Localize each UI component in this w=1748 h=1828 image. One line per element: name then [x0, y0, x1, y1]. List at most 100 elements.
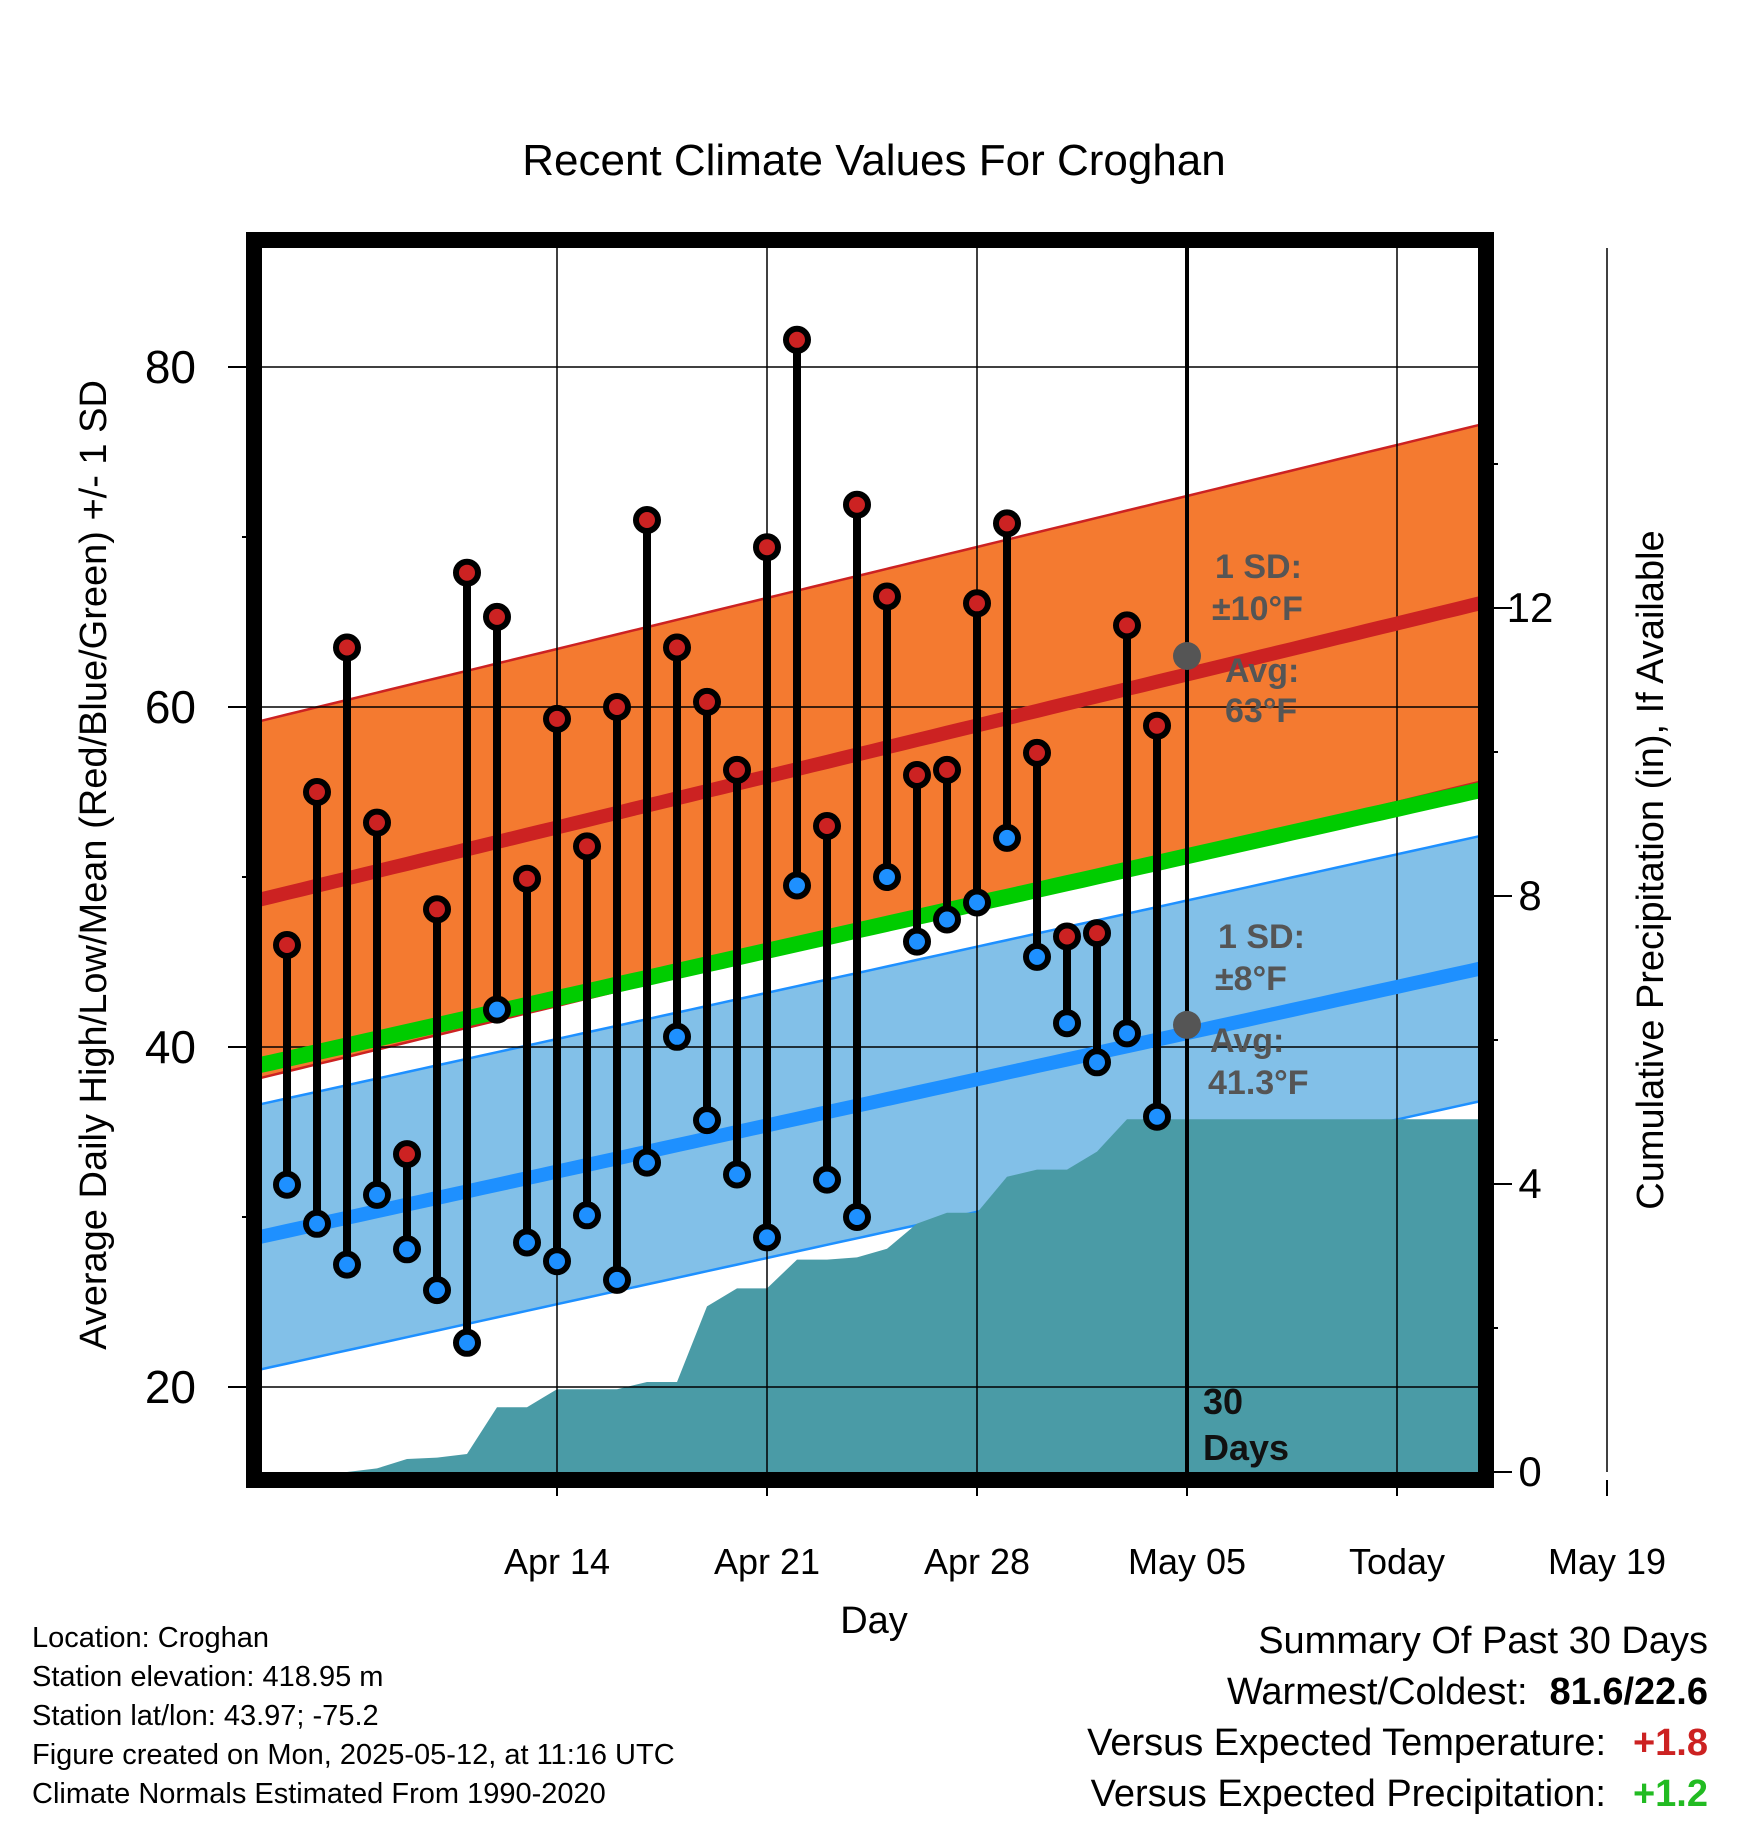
high-point	[1083, 919, 1111, 948]
days-label-word: Days	[1203, 1427, 1289, 1468]
x-tick-label: Apr 14	[504, 1541, 610, 1582]
summary-temp-label: Versus Expected Temperature:	[1087, 1722, 1606, 1764]
x-tick-label: Apr 21	[714, 1541, 820, 1582]
plot-border	[246, 232, 1494, 1488]
high-point	[1023, 738, 1051, 767]
low-point	[663, 1022, 691, 1051]
high-point	[723, 755, 751, 784]
summary-warm-cold-label: Warmest/Coldest:	[1226, 1671, 1528, 1713]
low-point	[573, 1201, 601, 1230]
y-left-tick-label: 40	[145, 1021, 196, 1073]
high-point	[783, 325, 811, 354]
low-avg-value: 41.3°F	[1208, 1064, 1309, 1102]
x-axis-title: Day	[840, 1600, 908, 1642]
high-point	[603, 693, 631, 721]
low-point	[753, 1223, 781, 1252]
high-sd-label: 1 SD:	[1215, 548, 1302, 586]
high-avg-value: 63°F	[1225, 692, 1297, 730]
low-point	[873, 863, 901, 891]
x-tick-label: May 05	[1128, 1541, 1246, 1582]
precipitation-area	[262, 1119, 1478, 1472]
high-point	[963, 589, 991, 618]
summary-temp: Versus Expected Temperature: +1.8	[1087, 1722, 1708, 1765]
high-avg-label: Avg:	[1225, 652, 1299, 690]
summary-warm-cold-value: 81.6/22.6	[1549, 1671, 1708, 1713]
low-point	[603, 1265, 631, 1294]
info-elevation: Station elevation: 418.95 m	[32, 1661, 384, 1693]
low-avg-label: Avg:	[1210, 1022, 1284, 1060]
info-created: Figure created on Mon, 2025-05-12, at 11…	[32, 1739, 675, 1771]
low-point	[843, 1203, 871, 1231]
low-point	[543, 1247, 571, 1276]
summary-precip-label: Versus Expected Precipitation:	[1090, 1773, 1606, 1815]
low-point	[1083, 1048, 1111, 1077]
high-point	[573, 832, 601, 861]
high-point	[1053, 922, 1081, 951]
high-point	[273, 931, 301, 959]
x-tick-label: Apr 28	[924, 1541, 1030, 1582]
low-point	[1023, 942, 1051, 971]
high-point	[1143, 711, 1171, 740]
info-normals: Climate Normals Estimated From 1990-2020	[32, 1778, 606, 1810]
low-point	[933, 905, 961, 934]
today-high-avg-marker	[1173, 642, 1201, 670]
high-point	[633, 506, 661, 534]
summary-temp-value: +1.8	[1632, 1722, 1708, 1764]
low-point	[513, 1228, 541, 1257]
axes: Apr 14 Apr 21 Apr 28 May 05 Today May 1920406…	[73, 341, 1672, 1642]
summary-title: Summary Of Past 30 Days	[1258, 1620, 1708, 1663]
high-point	[903, 761, 931, 789]
low-point	[813, 1165, 841, 1194]
low-point	[783, 871, 811, 900]
high-point	[933, 755, 961, 784]
low-point	[333, 1250, 361, 1279]
y-right-tick-label: 0	[1518, 1448, 1541, 1495]
low-point	[903, 927, 931, 956]
high-point	[363, 808, 391, 837]
low-point	[423, 1276, 451, 1305]
y-left-axis-title: Average Daily High/Low/Mean (Red/Blue/Gr…	[73, 380, 115, 1350]
low-point	[393, 1235, 421, 1264]
y-left-tick-label: 60	[145, 681, 196, 733]
low-point	[633, 1148, 661, 1177]
high-point	[453, 558, 481, 587]
low-point	[363, 1180, 391, 1209]
high-point	[483, 602, 511, 631]
high-point	[333, 633, 361, 662]
high-point	[843, 490, 871, 519]
observations	[273, 325, 1201, 1357]
high-point	[813, 812, 841, 840]
low-point	[483, 995, 511, 1024]
high-point	[393, 1140, 421, 1169]
high-point	[423, 895, 451, 924]
y-right-tick-label: 8	[1518, 872, 1541, 919]
plot-frame	[246, 232, 1494, 1488]
high-point	[513, 864, 541, 893]
info-location: Location: Croghan	[32, 1622, 269, 1654]
high-point	[753, 533, 781, 562]
y-right-tick-label: 4	[1518, 1160, 1541, 1207]
days-label-number: 30	[1203, 1381, 1243, 1422]
y-left-tick-label: 20	[145, 1361, 196, 1413]
x-tick-label: Today	[1349, 1541, 1445, 1582]
today-low-avg-marker	[1173, 1010, 1201, 1039]
summary-title-text: Summary Of Past 30 Days	[1258, 1620, 1708, 1662]
low-sd-label: 1 SD:	[1218, 918, 1305, 956]
y-right-tick-label: 12	[1507, 584, 1554, 631]
x-tick-label: May 19	[1548, 1541, 1666, 1582]
precip-area-fill	[262, 1119, 1478, 1472]
y-right-axis-title: Cumulative Precipitation (in), If Availa…	[1630, 530, 1672, 1209]
low-point	[1143, 1102, 1171, 1131]
low-point	[453, 1328, 481, 1357]
low-sd-value: ±8°F	[1215, 960, 1287, 998]
summary-warm-cold: Warmest/Coldest: 81.6/22.6	[1227, 1671, 1708, 1714]
low-point	[1053, 1009, 1081, 1038]
summary-precip: Versus Expected Precipitation: +1.2	[1091, 1773, 1708, 1816]
low-point	[993, 823, 1021, 852]
low-point	[273, 1170, 301, 1199]
high-point	[1113, 611, 1141, 640]
high-point	[543, 704, 571, 733]
y-left-tick-label: 80	[145, 341, 196, 393]
